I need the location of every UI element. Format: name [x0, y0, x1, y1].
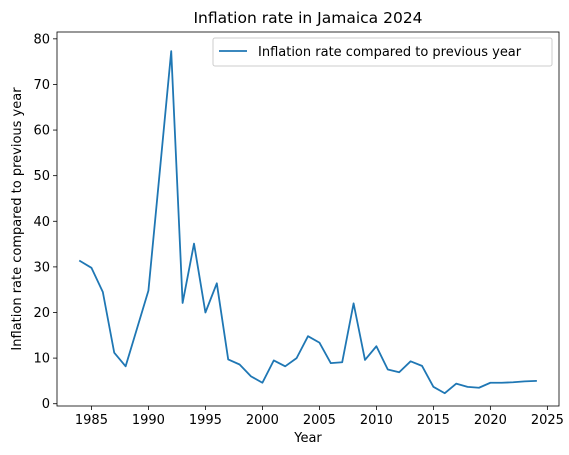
x-tick-label: 2000	[246, 413, 279, 428]
y-tick-label: 20	[33, 306, 50, 321]
y-axis-label: Inflation rate compared to previous year	[10, 87, 25, 351]
x-tick-label: 1995	[189, 413, 222, 428]
chart-title: Inflation rate in Jamaica 2024	[193, 9, 422, 27]
y-tick-label: 40	[33, 215, 50, 230]
y-tick-label: 60	[33, 124, 50, 139]
plot-area	[57, 32, 559, 406]
x-tick-label: 2005	[303, 413, 336, 428]
legend-box	[212, 37, 553, 67]
x-tick-label: 2020	[474, 413, 507, 428]
x-tick-label: 2010	[360, 413, 393, 428]
y-tick-label: 80	[33, 32, 50, 47]
legend-entry-label: Inflation rate compared to previous year	[258, 45, 522, 60]
y-axis-ticks: 0 10 20 30 40 50 60 70 80	[33, 32, 57, 412]
y-tick-label: 30	[33, 260, 50, 275]
y-tick-label: 70	[33, 78, 50, 93]
legend: Inflation rate compared to previous year	[212, 37, 553, 67]
x-axis-ticks: 1985 1990 1995 2000 2005 2010 2015 2020 2025	[75, 406, 564, 428]
x-tick-label: 2025	[531, 413, 564, 428]
x-tick-label: 1990	[132, 413, 165, 428]
y-tick-label: 0	[42, 397, 50, 412]
y-tick-label: 10	[33, 352, 50, 367]
x-axis-label: Year	[293, 431, 322, 446]
series-line	[78, 50, 537, 395]
x-tick-label: 1985	[75, 413, 108, 428]
x-tick-label: 2015	[417, 413, 450, 428]
plot-frame	[56, 31, 560, 407]
y-tick-label: 50	[33, 169, 50, 184]
series-layer	[78, 50, 537, 395]
